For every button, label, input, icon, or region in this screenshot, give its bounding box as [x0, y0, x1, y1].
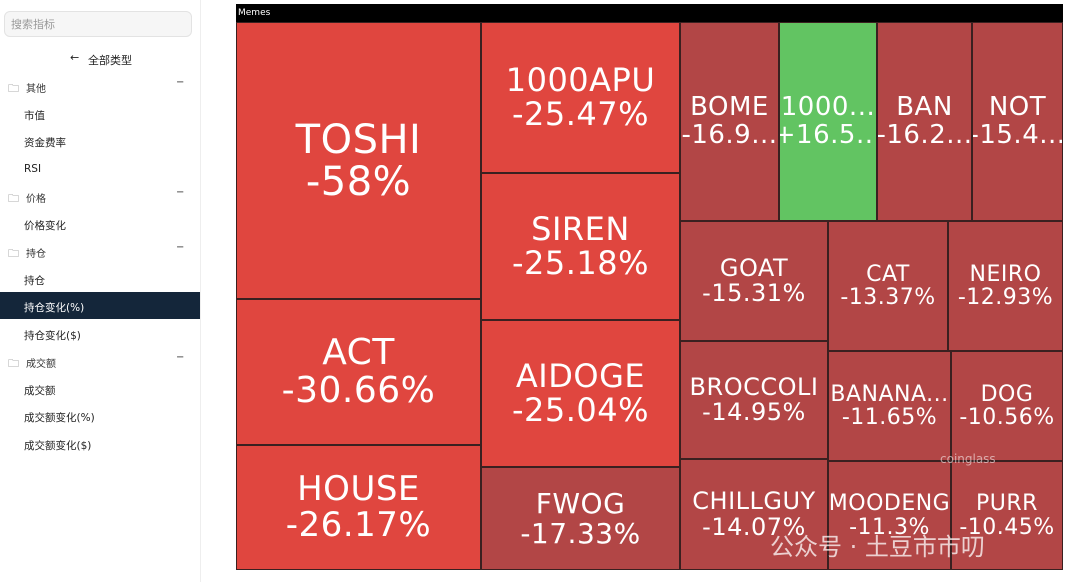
group-icon: 🗀 [8, 357, 19, 370]
treemap-tile[interactable]: BANANA... -11.65% [828, 351, 951, 461]
treemap-tile[interactable]: FWOG -17.33% [481, 467, 680, 570]
treemap-title: Memes [236, 4, 1063, 22]
menu-item[interactable]: 成交额变化(%) [24, 412, 95, 424]
tile-name: AIDOGE [515, 356, 646, 395]
treemap-tile[interactable]: 1000... +16.5... [779, 22, 877, 221]
tile-name: GOAT [719, 253, 789, 282]
tile-change: -13.37% [840, 285, 936, 310]
tile-name: BAN [896, 92, 953, 123]
tile-name: NEIRO [969, 261, 1042, 287]
tile-name: PURR [976, 491, 1038, 517]
collapse-icon[interactable]: − [176, 187, 185, 198]
tile-change: -15.31% [702, 279, 806, 307]
menu-item[interactable]: 市值 [24, 109, 45, 122]
group-title[interactable]: 价格 [26, 194, 46, 205]
tile-change: -15.4... [972, 119, 1063, 150]
selected-highlight [0, 292, 200, 319]
tile-name: CAT [866, 261, 910, 287]
tile-change: -14.07% [702, 512, 806, 541]
tile-name: BOME [690, 92, 769, 123]
group-icon: 🗀 [8, 247, 19, 260]
treemap-tile[interactable]: NOT -15.4... [972, 22, 1063, 221]
back-arrow[interactable]: ← [70, 51, 80, 64]
tile-change: -10.45% [959, 514, 1055, 540]
group-icon: 🗀 [8, 192, 19, 205]
treemap-tile[interactable]: GOAT -15.31% [680, 221, 828, 341]
sidebar: 搜索指标 ← 全部类型 🗀 其他 − 市值资金费率 RSI 🗀 价格 − 价格变化 🗀 持仓 − 持仓持… [0, 0, 201, 582]
tile-change: -16.9... [681, 119, 778, 150]
treemap-tile[interactable]: ACT -30.66% [236, 299, 481, 445]
tile-name: TOSHI [295, 116, 422, 163]
tile-name: ACT [322, 332, 395, 374]
treemap-tile[interactable]: BAN -16.2... [877, 22, 972, 221]
tile-name: DOG [980, 381, 1034, 407]
tile-name: SIREN [531, 209, 630, 248]
collapse-icon[interactable]: − [176, 77, 185, 88]
tile-change: -11.65% [841, 405, 938, 430]
tile-change: -14.95% [702, 398, 806, 426]
treemap-tile[interactable]: CHILLGUY -14.07% [680, 459, 828, 570]
treemap-tile[interactable]: HOUSE -26.17% [236, 445, 481, 570]
tile-change: -17.33% [520, 516, 641, 550]
tile-name: BANANA... [830, 381, 949, 407]
tile-change: -26.17% [285, 504, 432, 545]
all-types[interactable]: 全部类型 [88, 54, 132, 67]
tile-name: 1000... [780, 92, 876, 123]
group-title[interactable]: 持仓 [26, 249, 46, 260]
tile-name: BROCCOLI [689, 372, 819, 401]
treemap-tile[interactable]: CAT -13.37% [828, 221, 948, 351]
tile-change: -25.47% [511, 94, 650, 133]
tile-change: -30.66% [281, 370, 436, 411]
menu-item[interactable]: 持仓变化(%) [24, 302, 85, 314]
treemap-tile[interactable]: SIREN -25.18% [481, 173, 680, 320]
tile-name: MOODENG [828, 491, 951, 517]
treemap-tile[interactable]: BROCCOLI -14.95% [680, 341, 828, 459]
brand-watermark: coinglass [940, 452, 996, 466]
tile-name: HOUSE [297, 468, 420, 509]
tile-change: -16.2... [877, 119, 972, 150]
tile-change: -25.04% [511, 390, 650, 429]
menu-item[interactable]: 成交额 [24, 384, 56, 397]
menu-item[interactable]: 资金费率 [24, 137, 66, 149]
treemap-tile[interactable]: DOG -10.56% [951, 351, 1063, 461]
tile-change: -10.56% [959, 405, 1055, 430]
treemap-tile[interactable]: PURR -10.45% [951, 461, 1063, 570]
group-icon: 🗀 [8, 82, 19, 95]
treemap-tile[interactable]: AIDOGE -25.04% [481, 320, 680, 467]
search-input[interactable]: 搜索指标 [4, 11, 192, 37]
tile-name: 1000APU [505, 60, 656, 99]
collapse-icon[interactable]: − [176, 352, 185, 363]
menu-item[interactable]: 成交额变化($) [24, 439, 92, 452]
tile-name: NOT [988, 92, 1047, 123]
treemap: Memes TOSHI -58% ACT -30.66% HOUSE -26.17% 100… [236, 4, 1063, 570]
treemap-tile[interactable]: 1000APU -25.47% [481, 22, 680, 173]
group-title[interactable]: 成交额 [26, 359, 56, 370]
menu-item[interactable]: 持仓 [24, 274, 45, 287]
menu-item[interactable]: 持仓变化($) [24, 329, 81, 342]
tile-name: CHILLGUY [692, 487, 816, 516]
tile-name: FWOG [535, 487, 626, 521]
treemap-tile[interactable]: NEIRO -12.93% [948, 221, 1063, 351]
treemap-tile[interactable]: TOSHI -58% [236, 22, 481, 299]
group-title[interactable]: 其他 [26, 84, 46, 95]
collapse-icon[interactable]: − [176, 242, 185, 253]
tile-change: +16.5... [779, 119, 877, 150]
menu-item[interactable]: RSI [24, 162, 42, 175]
treemap-tile[interactable]: MOODENG -11.3% [828, 461, 951, 570]
tile-change: -11.3% [849, 514, 930, 540]
treemap-tile[interactable]: BOME -16.9... [680, 22, 779, 221]
tile-change: -12.93% [957, 285, 1054, 310]
tile-change: -58% [305, 158, 412, 205]
account-watermark: 公众号 · 土豆市市叨 [770, 533, 985, 561]
menu-item[interactable]: 价格变化 [24, 219, 66, 232]
tile-change: -25.18% [511, 243, 650, 282]
